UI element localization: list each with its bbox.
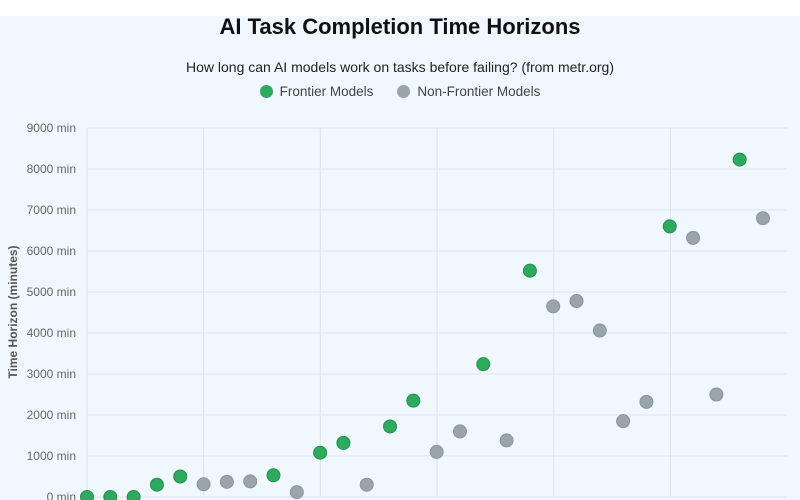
y-tick-label: 1000 min xyxy=(27,449,76,463)
legend-item-frontier[interactable]: Frontier Models xyxy=(259,84,374,99)
data-point-non-frontier[interactable] xyxy=(289,485,304,500)
data-point-non-frontier[interactable] xyxy=(499,433,514,448)
y-tick-label: 5000 min xyxy=(27,285,76,299)
chart-legend: Frontier Models Non-Frontier Models xyxy=(0,84,800,99)
data-point-frontier[interactable] xyxy=(522,263,537,278)
data-point-frontier[interactable] xyxy=(149,477,164,492)
data-point-frontier[interactable] xyxy=(383,419,398,434)
data-point-non-frontier[interactable] xyxy=(243,474,258,489)
data-point-non-frontier[interactable] xyxy=(452,424,467,439)
data-point-non-frontier[interactable] xyxy=(756,211,770,226)
legend-swatch-non-frontier xyxy=(397,85,411,98)
data-point-frontier[interactable] xyxy=(173,469,188,484)
data-point-frontier[interactable] xyxy=(662,219,677,234)
data-point-non-frontier[interactable] xyxy=(359,477,374,492)
y-tick-label: 0 min xyxy=(47,490,76,500)
legend-swatch-frontier xyxy=(259,85,273,98)
data-point-non-frontier[interactable] xyxy=(639,394,654,409)
y-tick-label: 8000 min xyxy=(27,162,76,176)
data-points xyxy=(80,152,770,500)
grid-lines xyxy=(86,127,787,498)
legend-label-non-frontier: Non-Frontier Models xyxy=(417,84,541,99)
chart-title: AI Task Completion Time Horizons xyxy=(219,14,581,39)
data-point-non-frontier[interactable] xyxy=(709,387,724,402)
data-point-frontier[interactable] xyxy=(126,490,141,500)
y-tick-label: 4000 min xyxy=(27,326,76,340)
data-point-non-frontier[interactable] xyxy=(616,414,631,429)
y-tick-label: 7000 min xyxy=(27,203,76,217)
y-tick-label: 3000 min xyxy=(27,367,76,381)
y-tick-label: 9000 min xyxy=(27,121,76,135)
data-point-frontier[interactable] xyxy=(336,435,351,450)
data-point-non-frontier[interactable] xyxy=(592,323,607,338)
data-point-frontier[interactable] xyxy=(406,393,421,408)
data-point-frontier[interactable] xyxy=(103,490,118,500)
y-tick-label: 6000 min xyxy=(27,244,76,258)
data-point-frontier[interactable] xyxy=(313,445,328,460)
data-point-frontier[interactable] xyxy=(80,490,94,500)
y-axis: 0 min 1000 min 2000 min 3000 min 4000 min 500… xyxy=(27,121,76,500)
data-point-non-frontier[interactable] xyxy=(429,444,444,459)
legend-label-frontier: Frontier Models xyxy=(279,84,374,99)
data-point-non-frontier[interactable] xyxy=(196,477,211,492)
data-point-non-frontier[interactable] xyxy=(546,299,561,314)
chart-subtitle: How long can AI models work on tasks bef… xyxy=(186,59,614,75)
data-point-non-frontier[interactable] xyxy=(569,294,584,309)
data-point-non-frontier[interactable] xyxy=(686,230,701,245)
data-point-non-frontier[interactable] xyxy=(219,474,234,489)
data-point-frontier[interactable] xyxy=(732,152,747,167)
y-axis-label: Time Horizon (minutes) xyxy=(6,245,20,378)
data-point-frontier[interactable] xyxy=(266,468,281,483)
data-point-frontier[interactable] xyxy=(476,357,491,372)
legend-item-non-frontier[interactable]: Non-Frontier Models xyxy=(397,84,540,99)
y-tick-label: 2000 min xyxy=(27,408,76,422)
